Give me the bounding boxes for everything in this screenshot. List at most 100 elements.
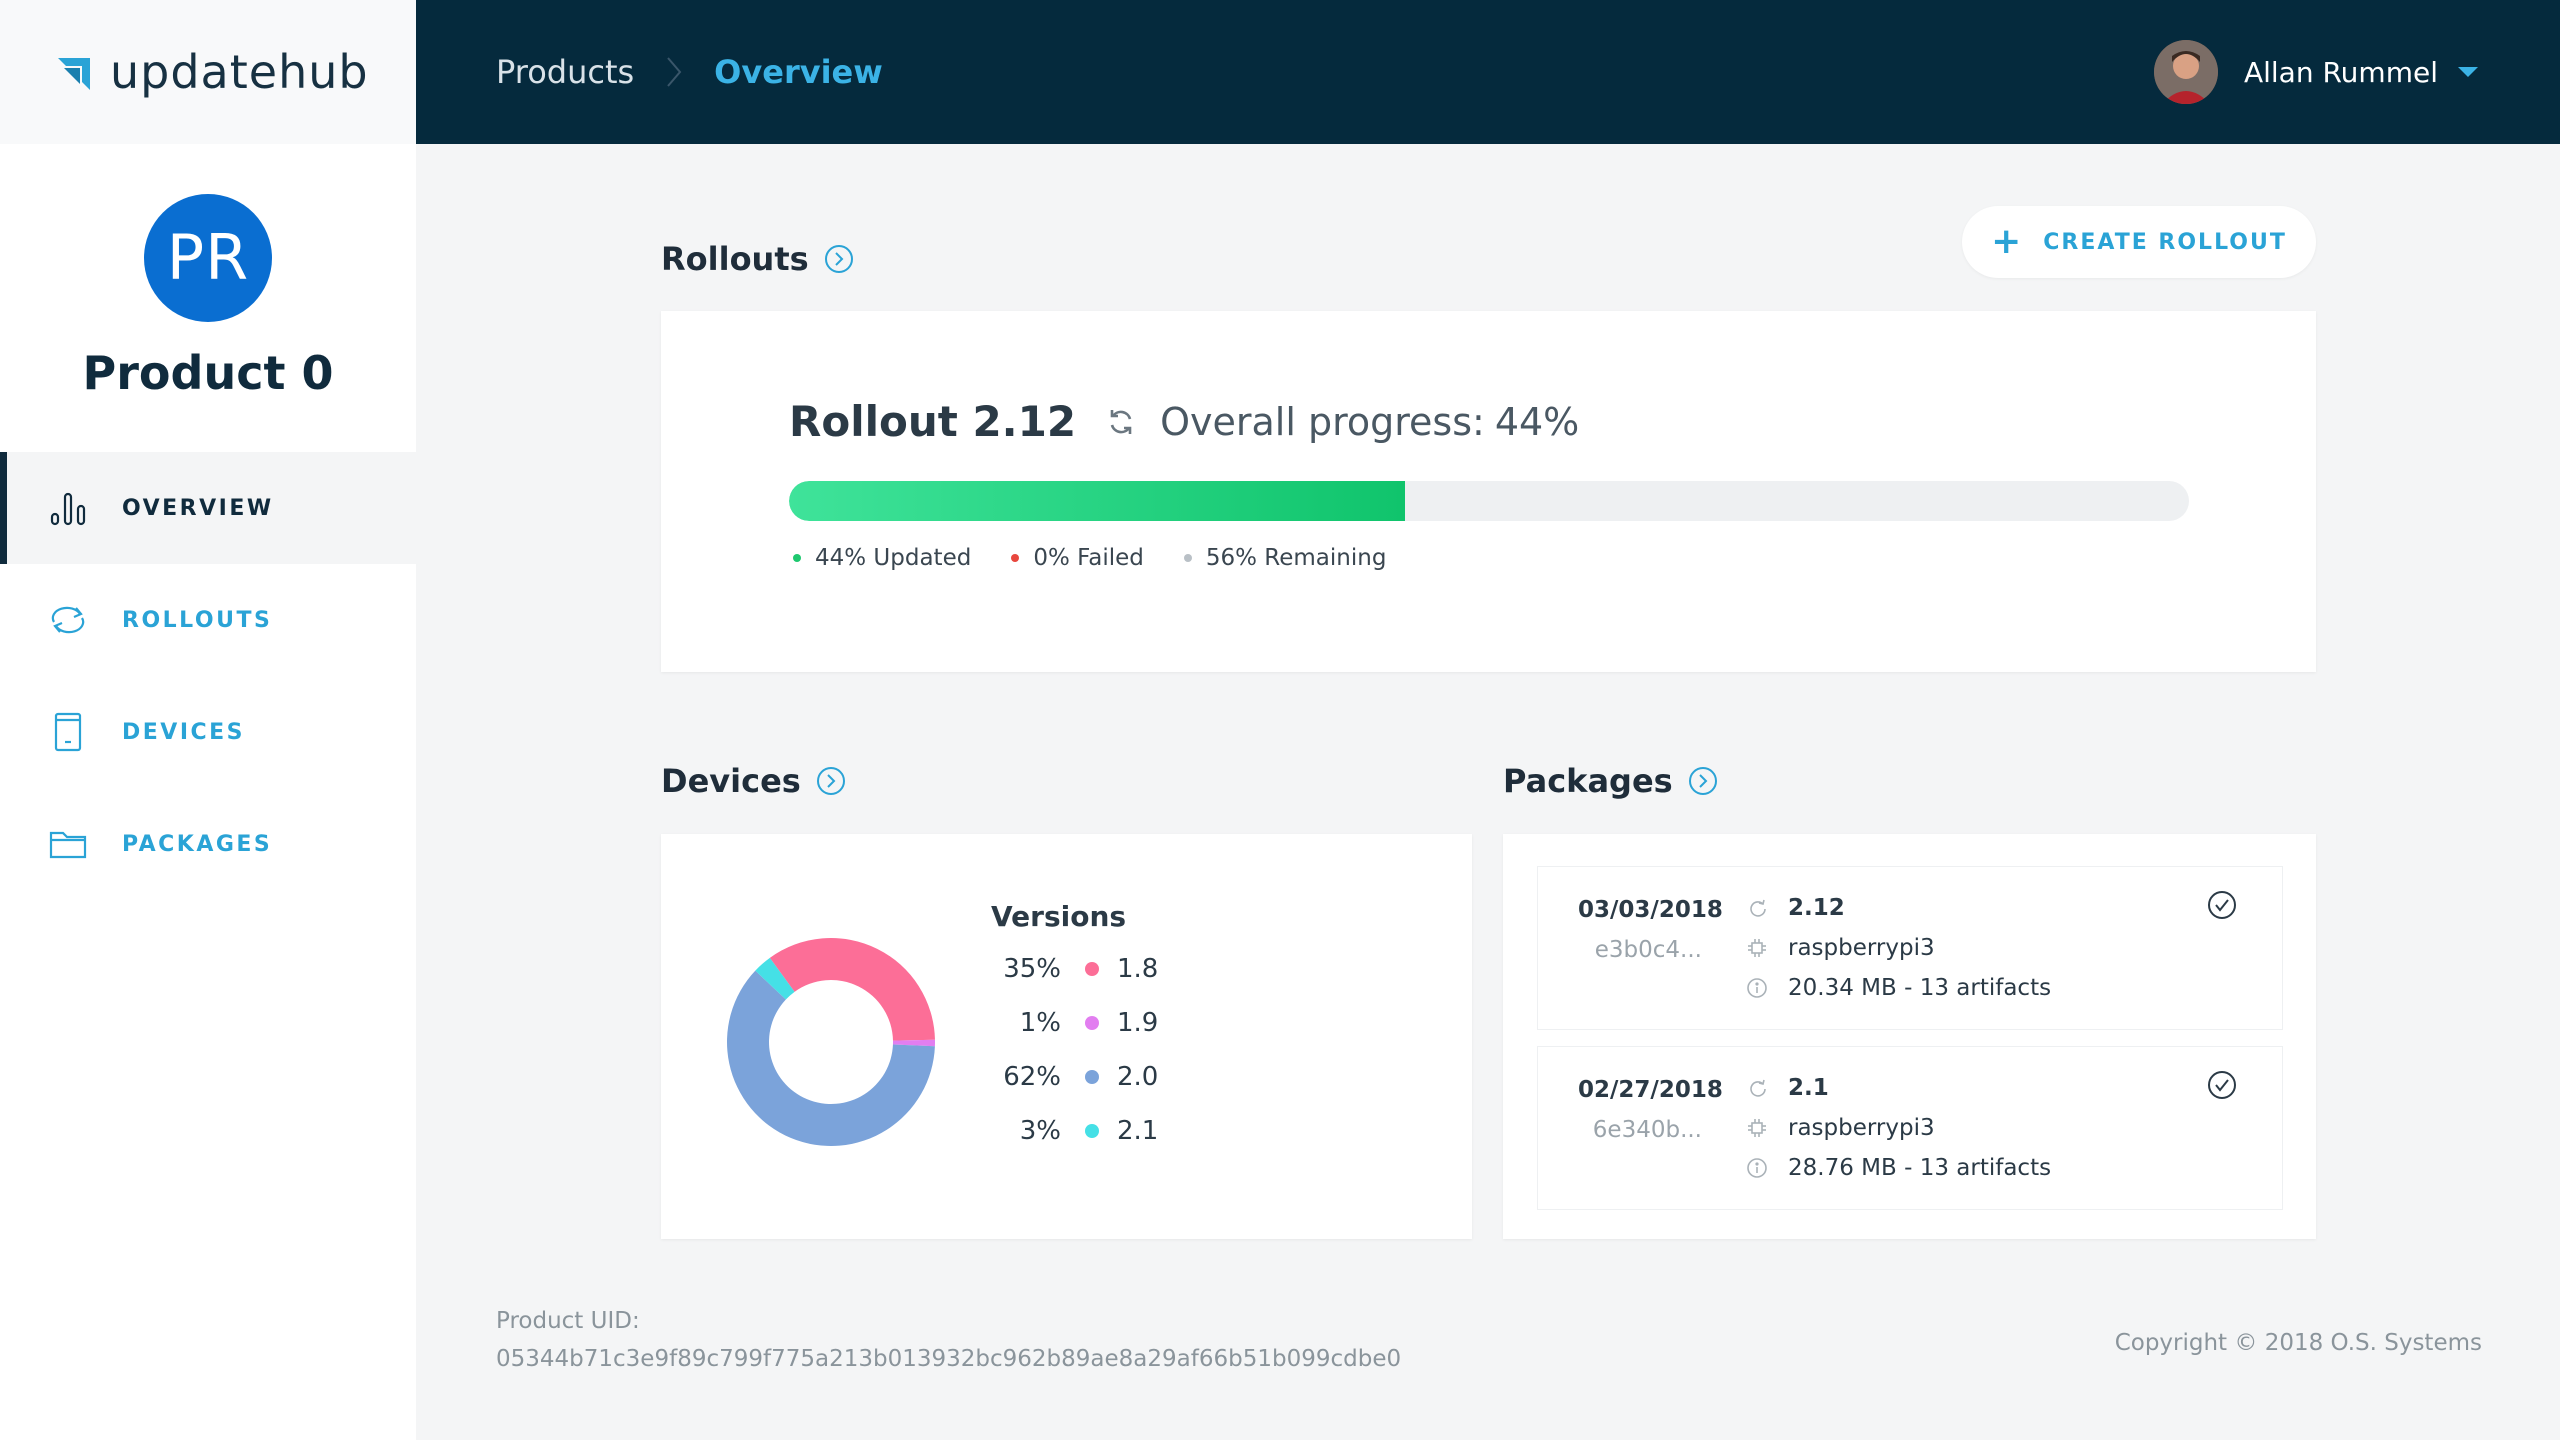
bar-chart-icon [46,486,90,530]
avatar [2153,40,2218,104]
user-menu[interactable]: Allan Rummel [2153,40,2478,104]
version-dot [1085,1016,1099,1030]
rollout-card: Rollout 2.12 Overall progress: 44% 44% U… [661,311,2316,672]
package-version: 2.1 [1788,1075,1829,1101]
chip-icon [1748,939,1766,957]
version-label: 2.1 [1117,1116,1159,1146]
donut-slice-2-1[interactable] [755,957,795,1000]
package-hardware-line: raspberrypi3 [1746,935,1935,961]
rollout-header: Rollout 2.12 Overall progress: 44% [789,397,1579,446]
package-item[interactable]: 02/27/2018 6e340b... 2.1 raspberrypi3 28… [1537,1046,2283,1210]
rollout-progress-fill [789,481,1405,521]
package-version-line: 2.12 [1746,895,1845,921]
version-dot [1085,1070,1099,1084]
package-size: 20.34 MB - 13 artifacts [1788,975,2052,1001]
package-size-line: 28.76 MB - 13 artifacts [1746,1155,2051,1181]
version-label: 2.0 [1117,1062,1159,1092]
breadcrumb-products[interactable]: Products [496,53,635,91]
rollout-title[interactable]: Rollout 2.12 [789,397,1077,446]
version-pct: 62% [1003,1062,1061,1092]
package-size-line: 20.34 MB - 13 artifacts [1746,975,2051,1001]
versions-donut-chart [727,938,935,1146]
packages-title-text: Packages [1503,762,1673,800]
version-pct: 3% [1019,1116,1061,1146]
version-row: 62% 2.0 [991,1062,1158,1092]
legend-failed: 0% Failed [1011,545,1144,571]
rollouts-title-text: Rollouts [661,240,809,278]
product-name: Product 0 [82,346,334,400]
packages-section-title: Packages [1503,762,1719,800]
sidebar-item-label: ROLLOUTS [122,607,273,633]
create-rollout-button[interactable]: + CREATE ROLLOUT [1962,206,2316,278]
sidebar-item-label: PACKAGES [122,831,273,857]
updatehub-logo-icon [58,58,90,90]
version-cycle-icon [1750,899,1766,917]
package-date: 03/03/2018 [1578,897,1723,923]
product-uid-label: Product UID: [496,1308,640,1334]
donut-slice-2-0[interactable] [727,970,935,1146]
copyright: Copyright © 2018 O.S. Systems [2114,1330,2482,1356]
legend-remaining-text: 56% Remaining [1205,545,1387,571]
package-hardware: raspberrypi3 [1788,935,1935,961]
sidebar-item-rollouts[interactable]: ROLLOUTS [0,564,416,676]
donut-slice-1-9[interactable] [892,1039,935,1047]
arrow-circle-right-icon[interactable] [815,765,847,797]
product-avatar: PR [144,194,272,322]
version-dot [1085,1124,1099,1138]
devices-card: Versions 35% 1.8 1% 1.9 62% 2.0 3% 2.1 [661,834,1472,1239]
sidebar-item-label: DEVICES [122,719,246,745]
version-row: 3% 2.1 [991,1116,1159,1146]
user-name: Allan Rummel [2243,55,2438,89]
package-version: 2.12 [1788,895,1845,921]
create-rollout-label: CREATE ROLLOUT [2043,229,2287,255]
legend-failed-text: 0% Failed [1033,545,1144,571]
check-circle-icon [2208,1071,2236,1099]
breadcrumb-overview: Overview [714,53,883,91]
check-circle-icon [2208,891,2236,919]
packages-card: 03/03/2018 e3b0c4... 2.12 raspberrypi3 2… [1503,834,2316,1239]
sidebar-nav: OVERVIEW ROLLOUTS DEVICES [0,452,416,900]
product-block: PR Product 0 [0,144,416,400]
sidebar-item-packages[interactable]: PACKAGES [0,788,416,900]
overall-progress-label: Overall progress: [1160,399,1485,444]
donut-slice-1-8[interactable] [769,938,935,1041]
caret-down-icon [2458,67,2478,77]
legend-dot [793,554,801,562]
sidebar-item-overview[interactable]: OVERVIEW [0,452,416,564]
rollout-progress-bar [789,481,2189,521]
devices-title-text: Devices [661,762,801,800]
version-pct: 35% [1003,954,1061,984]
brand-name-part2: hub [278,45,369,99]
topbar: Products Overview Allan Rummel [416,0,2560,144]
package-hash: e3b0c4... [1594,937,1702,963]
legend-remaining: 56% Remaining [1183,545,1387,571]
refresh-icon [1110,409,1132,434]
device-icon [46,710,90,754]
chip-icon [1748,1119,1766,1137]
sidebar-item-devices[interactable]: DEVICES [0,676,416,788]
info-icon [1747,978,1767,998]
product-uid: 05344b71c3e9f89c799f775a213b013932bc962b… [496,1346,1402,1372]
brand[interactable]: updatehub [0,0,416,144]
version-pct: 1% [1019,1008,1061,1038]
version-label: 1.8 [1117,954,1159,984]
rollouts-section-title: Rollouts [661,240,855,278]
brand-name: updatehub [110,45,369,99]
progress-legend: 44% Updated 0% Failed 56% Remaining [793,545,1426,571]
legend-updated: 44% Updated [793,545,971,571]
legend-dot [1183,554,1192,562]
package-hash: 6e340b... [1592,1117,1702,1143]
version-row: 1% 1.9 [991,1008,1159,1038]
brand-name-part1: update [110,45,279,99]
legend-dot [1011,554,1020,562]
info-icon [1747,1158,1767,1178]
package-item[interactable]: 03/03/2018 e3b0c4... 2.12 raspberrypi3 2… [1537,866,2283,1030]
version-row: 35% 1.8 [991,954,1158,984]
package-hardware: raspberrypi3 [1788,1115,1935,1141]
arrow-circle-right-icon[interactable] [823,243,855,275]
sidebar-item-label: OVERVIEW [122,495,274,521]
folder-icon [46,822,90,866]
arrow-circle-right-icon[interactable] [1687,765,1719,797]
package-size: 28.76 MB - 13 artifacts [1788,1155,2052,1181]
package-date: 02/27/2018 [1578,1077,1723,1103]
